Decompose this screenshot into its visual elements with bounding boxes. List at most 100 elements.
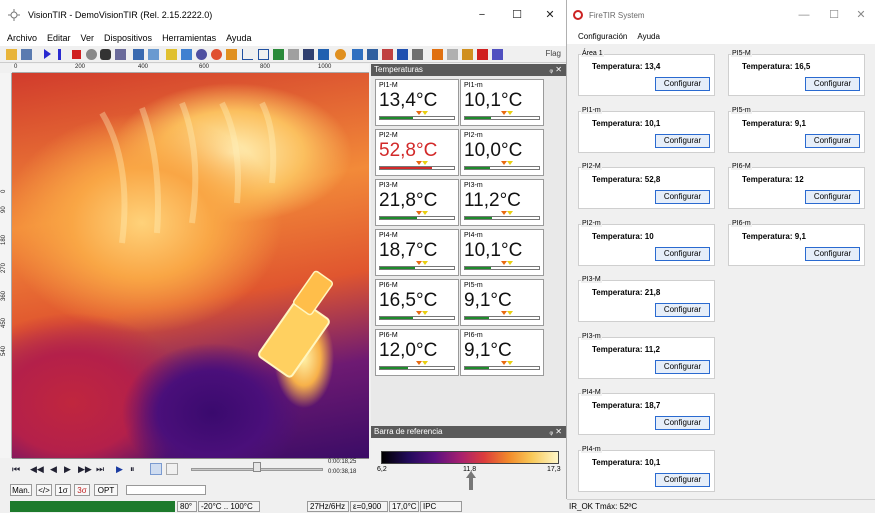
play-button[interactable]: ▶ [116, 464, 123, 474]
menu-ver[interactable]: Ver [80, 33, 95, 43]
temperature-tile[interactable]: PI4-M 18,7°C [375, 229, 459, 276]
menu-ayuda[interactable]: Ayuda [226, 33, 252, 43]
pause-icon[interactable] [58, 49, 61, 60]
grid-icon[interactable] [148, 49, 159, 60]
opt-button[interactable]: OPT [94, 484, 118, 496]
status-fov: 80° [177, 501, 197, 512]
configurar-button[interactable]: Configurar [655, 77, 710, 91]
temperature-tile[interactable]: PI3-M 21,8°C [375, 179, 459, 226]
configurar-button[interactable]: Configurar [655, 416, 710, 430]
stop-icon[interactable] [72, 50, 81, 59]
opt-slider[interactable] [126, 485, 206, 495]
configurar-button[interactable]: Configurar [805, 133, 860, 148]
menu-herramientas[interactable]: Herramientas [162, 33, 217, 43]
record-icon[interactable] [86, 49, 97, 60]
maximize-button[interactable]: ☐ [512, 9, 522, 21]
menu-dispositivos[interactable]: Dispositivos [104, 33, 153, 43]
fast-forward-button[interactable]: ▶▶ [78, 464, 92, 474]
export-icon[interactable] [492, 49, 503, 60]
configurar-button[interactable]: Configurar [655, 133, 710, 148]
visiontir-titlebar[interactable]: VisionTIR - DemoVisionTIR (Rel. 2.15.222… [0, 0, 566, 30]
skip-start-button[interactable]: ⏮ [12, 464, 21, 474]
manual-mode-button[interactable]: Man. [10, 484, 32, 496]
skip-end-button[interactable]: ⏭ [96, 464, 105, 474]
pause-button[interactable]: ⏸ [130, 464, 135, 474]
firetir-maximize-button[interactable]: ☐ [829, 9, 839, 21]
configurar-button[interactable]: Configurar [805, 190, 860, 204]
area-icon[interactable] [181, 49, 192, 60]
panel-controls[interactable]: ᵩ ✕ [549, 65, 562, 74]
speed-icon[interactable] [166, 463, 178, 475]
playback-slider-thumb[interactable] [253, 462, 261, 472]
temperature-tile[interactable]: PI2-M 52,8°C [375, 129, 459, 176]
configurar-button[interactable]: Configurar [805, 246, 860, 261]
menu-editar[interactable]: Editar [47, 33, 71, 43]
configurar-button[interactable]: Configurar [655, 246, 710, 261]
temperature-tile[interactable]: PI2-m 10,0°C [460, 129, 544, 176]
thermal-image[interactable] [12, 73, 369, 458]
temperature-label: Temperatura: [592, 231, 643, 241]
three-sigma-button[interactable]: 3σ [74, 484, 90, 496]
palette-bar-icon[interactable] [477, 49, 488, 60]
temperature-tile[interactable]: PI1-m 10,1°C [460, 79, 544, 126]
save-icon[interactable] [21, 49, 32, 60]
minimize-button[interactable]: − [478, 9, 486, 21]
firetir-close-button[interactable]: ✕ [856, 9, 866, 21]
palette-icon[interactable] [133, 49, 144, 60]
firetir-titlebar[interactable]: FireTIR System — ☐ ✕ [567, 0, 875, 30]
reference-arrow-icon[interactable] [466, 471, 476, 478]
one-sigma-button[interactable]: 1σ [55, 484, 71, 496]
histogram-icon[interactable] [288, 49, 299, 60]
monitor-icon[interactable] [318, 49, 329, 60]
loop-icon[interactable] [150, 463, 162, 475]
configurar-button[interactable]: Configurar [655, 472, 710, 487]
tools-icon[interactable] [397, 49, 408, 60]
rewind-button[interactable]: ◀◀ [30, 464, 44, 474]
group-temperature: Temperatura: 13,4 [592, 62, 660, 71]
temperature-tile[interactable]: PI4-m 10,1°C [460, 229, 544, 276]
point-icon[interactable] [211, 49, 222, 60]
settings-icon[interactable] [412, 49, 423, 60]
temperature-tile[interactable]: PI5-m 9,1°C [460, 279, 544, 326]
scale-icon[interactable] [303, 49, 314, 60]
trend-icon[interactable] [273, 49, 284, 60]
temperature-tile[interactable]: PI3-m 11,2°C [460, 179, 544, 226]
range-mode-button[interactable]: </> [36, 484, 52, 496]
time-current: 0:00:18,25 [328, 459, 357, 465]
layout-icon[interactable] [367, 49, 378, 60]
profile-icon[interactable] [258, 49, 269, 60]
configurar-button[interactable]: Configurar [655, 303, 710, 317]
hotspot-icon[interactable] [226, 49, 237, 60]
list-icon[interactable] [447, 49, 458, 60]
play-icon[interactable] [44, 49, 51, 59]
thermal-streak [99, 111, 128, 244]
temperature-tile[interactable]: PI6-M 16,5°C [375, 279, 459, 326]
temperature-tile[interactable]: PI1-M 13,4°C [375, 79, 459, 126]
configurar-button[interactable]: Configurar [805, 77, 860, 91]
window-icon[interactable] [352, 49, 363, 60]
report-icon[interactable] [382, 49, 393, 60]
configurar-button[interactable]: Configurar [655, 190, 710, 204]
line-icon[interactable] [242, 49, 253, 60]
configurar-button[interactable]: Configurar [655, 359, 710, 374]
panel-controls[interactable]: ᵩ ✕ [549, 427, 562, 436]
ellipse-icon[interactable] [196, 49, 207, 60]
gear-icon[interactable] [462, 49, 473, 60]
camera-icon[interactable] [100, 49, 111, 60]
menu-configuracion[interactable]: Configuración [578, 32, 628, 41]
temperature-tile[interactable]: PI6-m 9,1°C [460, 329, 544, 376]
step-back-button[interactable]: ◀ [50, 464, 57, 474]
chart-icon[interactable] [166, 49, 177, 60]
open-folder-icon[interactable] [6, 49, 17, 60]
close-button[interactable]: ✕ [545, 9, 555, 21]
alarm-icon[interactable] [335, 49, 346, 60]
snapshot-icon[interactable] [115, 49, 126, 60]
temperature-tile[interactable]: PI6-M 12,0°C [375, 329, 459, 376]
step-forward-button[interactable]: ▶ [64, 464, 71, 474]
reference-min: 6,2 [377, 466, 387, 473]
fire-icon[interactable] [432, 49, 443, 60]
flag-button[interactable]: Flag [545, 49, 561, 58]
firetir-minimize-button[interactable]: — [798, 9, 810, 21]
menu-ayuda-firetir[interactable]: Ayuda [637, 32, 660, 41]
menu-archivo[interactable]: Archivo [7, 33, 38, 43]
